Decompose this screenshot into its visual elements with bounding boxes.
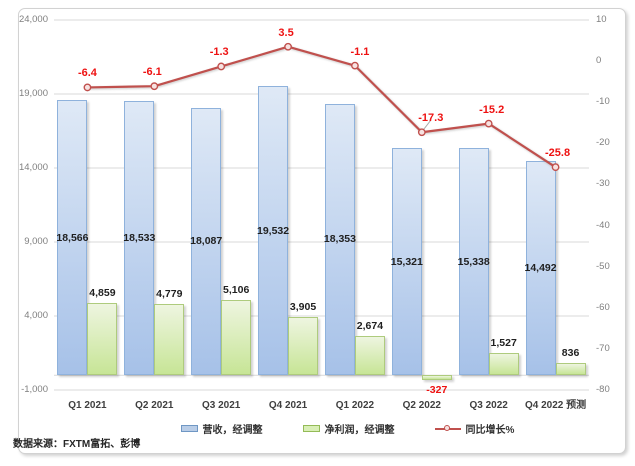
right-axis-tick-label: 0: [596, 55, 602, 67]
x-axis-label: Q4 2022 预测: [524, 400, 587, 411]
growth-value-label: -6.1: [142, 66, 162, 79]
legend-label-profit: 净利润，经调整: [324, 425, 395, 436]
right-axis-tick-label: -20: [596, 137, 610, 149]
legend: 营收，经调整 净利润，经调整 同比增长%: [120, 421, 575, 436]
revenue-value-label: 15,338: [457, 255, 490, 268]
legend-label-growth: 同比增长%: [465, 425, 515, 436]
revenue-value-label: 19,532: [257, 224, 290, 237]
left-axis-tick-label: 14,000: [18, 162, 48, 173]
legend-label-revenue: 营收，经调整: [202, 425, 263, 436]
growth-value-label: -6.4: [77, 67, 97, 80]
revenue-value-label: 18,533: [123, 232, 156, 245]
revenue-bar: [391, 148, 422, 376]
left-axis-tick-label: 19,000: [18, 88, 48, 99]
legend-item-revenue: 营收，经调整: [180, 421, 263, 436]
x-axis-label: Q3 2021: [202, 400, 241, 411]
profit-value-label: 836: [561, 346, 580, 359]
profit-bar: [488, 352, 519, 376]
profit-swatch-icon: [302, 425, 320, 432]
right-axis-tick-label: -60: [596, 301, 610, 313]
revenue-value-label: 18,087: [190, 235, 223, 248]
right-axis-tick-label: -10: [596, 96, 610, 108]
growth-line-swatch-icon: [434, 424, 461, 433]
profit-value-label: 3,905: [289, 301, 317, 314]
growth-marker-sample: [443, 425, 450, 431]
profit-value-label: 4,779: [156, 288, 183, 301]
x-axis-label: Q4 2021: [268, 400, 308, 411]
profit-value-label: 4,859: [89, 287, 116, 300]
revenue-swatch-icon: [180, 425, 198, 432]
x-axis-label: Q1 2022: [335, 400, 375, 411]
profit-value-label: 1,527: [490, 336, 517, 349]
profit-value-label: -327: [426, 384, 448, 397]
revenue-bar: [458, 148, 489, 376]
left-axis-tick-label: 24,000: [18, 14, 48, 25]
growth-value-label: -1.3: [209, 46, 229, 59]
x-axis-label: Q3 2022: [469, 400, 508, 411]
left-axis-tick-label: -1,000: [21, 384, 48, 395]
profit-bar: [354, 335, 385, 376]
profit-bar: [221, 299, 252, 376]
left-axis-tick-label: 4,000: [24, 310, 48, 321]
profit-bar: [288, 317, 319, 376]
source-note: 数据来源：FXTM富拓、彭博: [13, 439, 141, 450]
profit-bar: [154, 304, 185, 376]
right-axis-tick-label: 10: [596, 14, 607, 25]
growth-value-label: -15.2: [479, 103, 505, 116]
revenue-value-label: 15,321: [390, 255, 423, 268]
right-axis-tick-label: -30: [596, 178, 610, 190]
growth-value-label: -25.8: [545, 147, 571, 160]
left-axis-tick-label: 9,000: [24, 236, 48, 247]
revenue-value-label: 14,492: [524, 261, 557, 274]
revenue-value-label: 18,566: [56, 231, 89, 244]
revenue-value-label: 18,353: [323, 233, 356, 246]
profit-bar: [421, 375, 452, 381]
right-axis-tick-label: -40: [596, 219, 610, 231]
growth-value-label: -1.1: [350, 45, 370, 58]
profit-bar: [87, 303, 118, 376]
revenue-bar: [57, 100, 88, 376]
legend-item-profit: 净利润，经调整: [302, 421, 395, 436]
profit-value-label: 2,674: [356, 319, 384, 332]
x-axis-label: Q2 2021: [135, 400, 174, 411]
right-axis-tick-label: -70: [596, 342, 610, 354]
growth-value-label: 3.5: [278, 26, 294, 39]
profit-value-label: 5,106: [223, 283, 250, 296]
legend-item-growth: 同比增长%: [434, 421, 515, 436]
x-axis-label: Q2 2022: [402, 400, 441, 411]
right-axis-tick-label: -80: [596, 384, 610, 395]
right-axis-tick-label: -50: [596, 260, 610, 272]
profit-bar: [555, 362, 586, 376]
growth-value-label: -17.3: [418, 112, 444, 125]
x-axis-label: Q1 2021: [68, 400, 107, 411]
